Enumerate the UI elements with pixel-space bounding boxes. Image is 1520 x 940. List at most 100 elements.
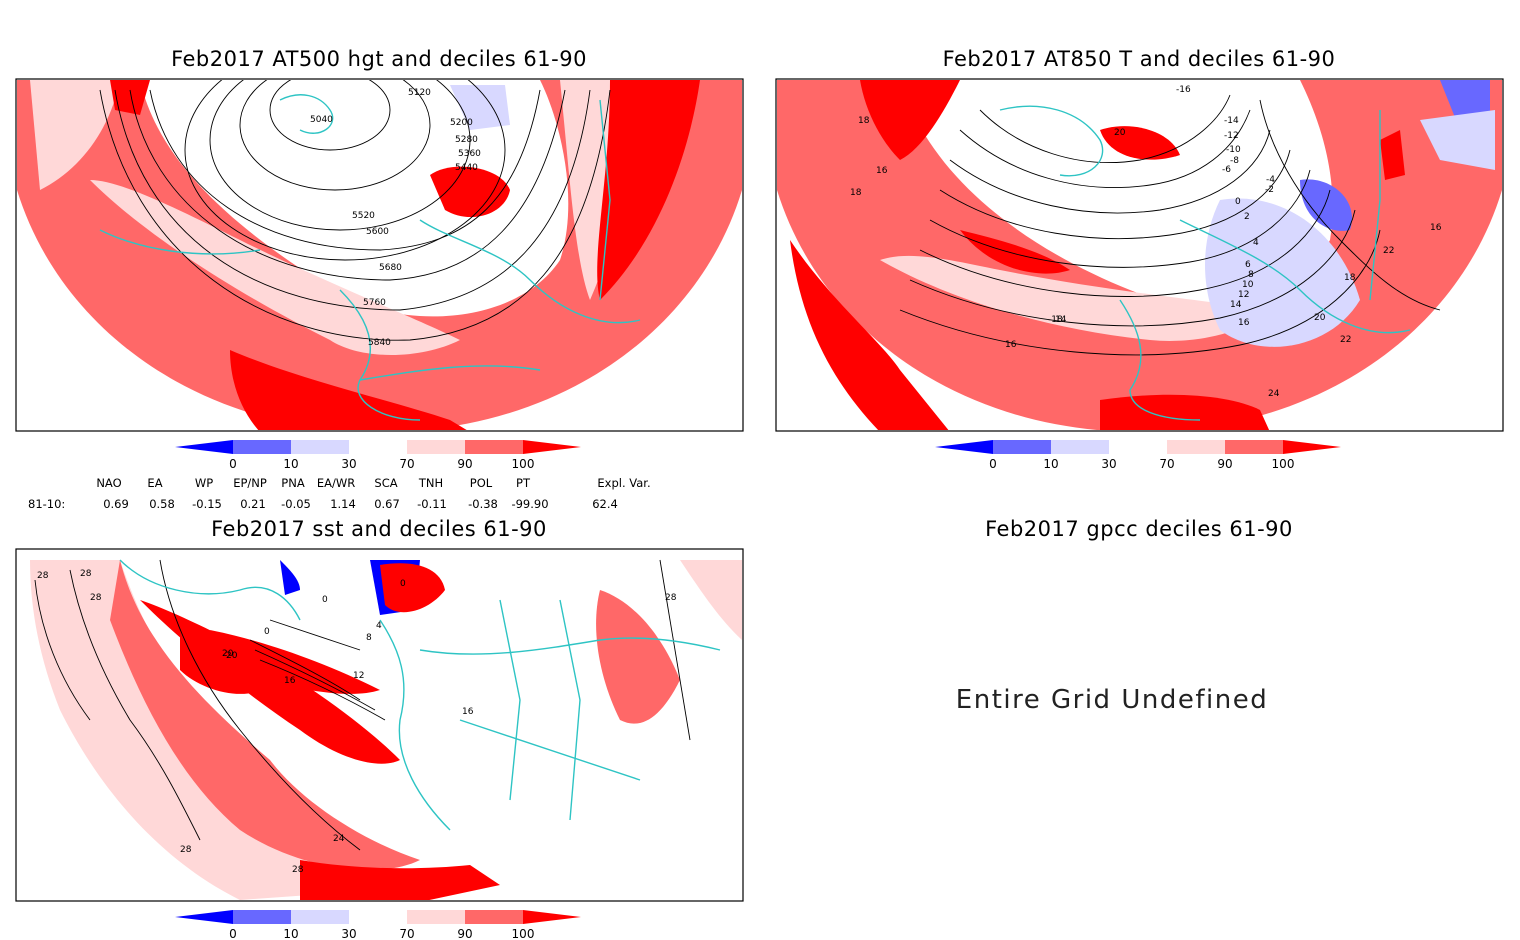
indices-header: PT (516, 476, 531, 490)
colorbar-label: 0 (229, 457, 237, 471)
svg-text:-4: -4 (1266, 175, 1275, 185)
svg-text:5120: 5120 (408, 88, 431, 98)
svg-text:22: 22 (1340, 335, 1351, 345)
colorbar-swatch (465, 440, 523, 454)
svg-text:20: 20 (1314, 313, 1326, 323)
svg-text:5280: 5280 (455, 135, 478, 145)
svg-text:2: 2 (1244, 212, 1250, 222)
colorbar-2: 0 10 30 70 90 100 (935, 440, 1341, 471)
indices-value: -0.11 (417, 497, 447, 511)
svg-text:28: 28 (37, 571, 49, 581)
colorbar-label: 0 (989, 457, 997, 471)
map-field: 28 28 28 20 0 0 4 8 12 16 20 24 28 28 28… (17, 550, 742, 900)
indices-value: 1.14 (330, 497, 356, 511)
panel-sst: Feb2017 sst and deciles 61-90 (15, 517, 744, 902)
colorbar-3: 0 10 30 70 90 100 (175, 910, 581, 940)
svg-text:16: 16 (1430, 223, 1442, 233)
colorbar-swatch (1225, 440, 1283, 454)
indices-headers: NAO EA WP EP/NP PNA EA/WR SCA TNH POL PT Expl. Var… (96, 476, 650, 490)
svg-text:14: 14 (1055, 315, 1067, 325)
colorbar-swatch (1109, 440, 1167, 454)
colorbar-swatch (1167, 440, 1225, 454)
indices-header: SCA (374, 476, 397, 490)
svg-text:5200: 5200 (450, 118, 473, 128)
svg-text:5360: 5360 (458, 149, 481, 159)
colorbar-swatch (1283, 440, 1341, 454)
indices-header: PNA (281, 476, 305, 490)
map-frame (15, 548, 744, 902)
colorbar-swatch (993, 440, 1051, 454)
colorbar-label: 90 (457, 927, 472, 940)
colorbar-label: 30 (341, 927, 356, 940)
svg-text:-16: -16 (1176, 85, 1191, 95)
svg-text:0: 0 (1235, 197, 1241, 207)
indices-value: -0.38 (468, 497, 498, 511)
svg-text:-10: -10 (1226, 145, 1241, 155)
svg-text:8: 8 (366, 633, 372, 643)
svg-text:28: 28 (80, 569, 92, 579)
indices-header: EA (147, 476, 162, 490)
colorbar-swatch (291, 440, 349, 454)
svg-text:5680: 5680 (379, 263, 402, 273)
colorbar-swatch (233, 910, 291, 924)
svg-text:20: 20 (222, 649, 234, 659)
colorbar-swatch (523, 440, 581, 454)
svg-text:24: 24 (1268, 389, 1280, 399)
svg-text:5040: 5040 (310, 115, 333, 125)
indices-table: NAO EA WP EP/NP PNA EA/WR SCA TNH POL PT Expl. Var… (28, 476, 651, 511)
colorbar-swatch (935, 440, 993, 454)
svg-text:5600: 5600 (366, 227, 389, 237)
colorbar-swatch (233, 440, 291, 454)
svg-text:5440: 5440 (455, 163, 478, 173)
indices-header: POL (470, 476, 493, 490)
colorbar-label: 10 (283, 457, 298, 471)
colorbar-label: 70 (399, 927, 414, 940)
svg-text:8: 8 (1248, 270, 1254, 280)
indices-header: EA/WR (317, 476, 355, 490)
svg-text:16: 16 (462, 707, 474, 717)
colorbar-swatch (349, 910, 407, 924)
indices-header: TNH (418, 476, 443, 490)
colorbar-label: 100 (512, 457, 535, 471)
svg-text:28: 28 (90, 593, 102, 603)
indices-values: 0.69 0.58 -0.15 0.21 -0.05 1.14 0.67 -0.11 -0.38… (103, 497, 618, 511)
svg-text:28: 28 (180, 845, 192, 855)
colorbar-label: 100 (1272, 457, 1295, 471)
panel-at850: Feb2017 AT850 T and deciles 61-90 (775, 47, 1504, 432)
svg-text:5760: 5760 (363, 298, 386, 308)
svg-text:20: 20 (1114, 128, 1126, 138)
indices-value: 0.67 (374, 497, 400, 511)
colorbar-label: 90 (457, 457, 472, 471)
svg-text:18: 18 (1344, 273, 1356, 283)
svg-text:-2: -2 (1265, 185, 1274, 195)
svg-text:-12: -12 (1224, 131, 1239, 141)
svg-text:5840: 5840 (368, 338, 391, 348)
svg-text:18: 18 (850, 188, 862, 198)
colorbar-swatch (407, 440, 465, 454)
map-frame (775, 78, 1504, 432)
svg-text:-8: -8 (1230, 156, 1239, 166)
map-frame (15, 78, 744, 432)
svg-text:18: 18 (858, 116, 870, 126)
colorbar-label: 70 (1159, 457, 1174, 471)
svg-text:16: 16 (876, 166, 888, 176)
svg-text:12: 12 (1238, 290, 1249, 300)
panel-title: Feb2017 AT500 hgt and deciles 61-90 (171, 47, 587, 71)
svg-text:5520: 5520 (352, 211, 375, 221)
svg-text:-6: -6 (1222, 165, 1231, 175)
colorbar-label: 0 (229, 927, 237, 940)
indices-value: 62.4 (592, 497, 618, 511)
colorbar-swatch (291, 910, 349, 924)
svg-text:-18: -18 (1048, 315, 1063, 325)
indices-row-label: 81-10: (28, 497, 65, 511)
svg-text:6: 6 (1245, 260, 1251, 270)
colorbar-label: 30 (341, 457, 356, 471)
indices-header: Expl. Var. (597, 476, 650, 490)
indices-value: -0.05 (281, 497, 311, 511)
indices-header: EP/NP (233, 476, 267, 490)
colorbar-label: 90 (1217, 457, 1232, 471)
colorbar-swatch (465, 910, 523, 924)
indices-value: 0.69 (103, 497, 129, 511)
colorbar-swatch (175, 910, 233, 924)
map-field: 5040 5120 5200 5280 5360 5440 5520 5600 … (17, 80, 742, 430)
